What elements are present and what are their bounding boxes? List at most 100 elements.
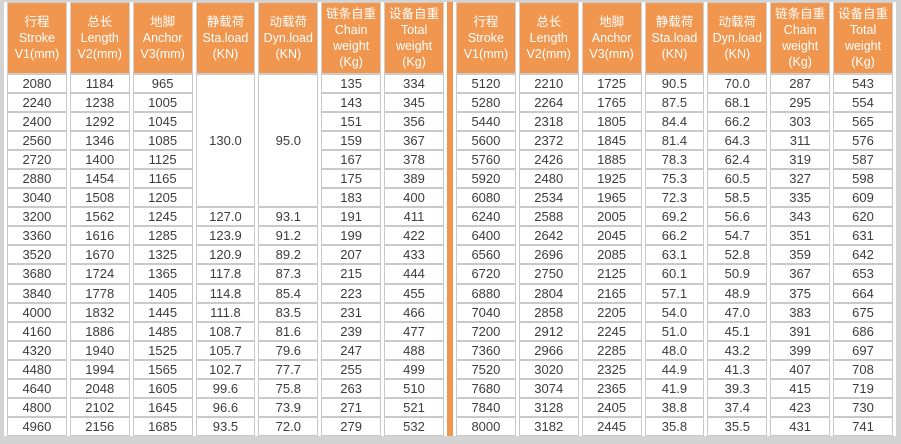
table-cell: 51.0 [644, 321, 705, 341]
table-cell: 56.6 [707, 207, 768, 227]
table-cell: 2165 [581, 283, 642, 303]
table-row: 6080 2534 1965 72.3 58.5 335 609 [456, 188, 893, 208]
table-cell: 105.7 [195, 340, 256, 360]
column-header-unit: V1(mm) [463, 47, 509, 61]
table-cell: 1445 [132, 302, 193, 322]
table-cell: 7840 [456, 397, 516, 417]
table-cell: 675 [833, 302, 893, 322]
table-cell: 741 [833, 416, 893, 436]
table-cell: 444 [384, 264, 444, 284]
column-header-unit: V2(mm) [77, 47, 122, 61]
table-cell: 1562 [69, 207, 130, 227]
table-cell: 2720 [7, 150, 67, 170]
table-cell: 2048 [69, 378, 130, 398]
column-header: 动载荷 Dyn.load (KN) [707, 2, 768, 74]
table-cell: 1832 [69, 302, 130, 322]
table-cell: 1400 [69, 150, 130, 170]
table-cell: 609 [833, 188, 893, 208]
table-cell: 653 [833, 264, 893, 284]
table-cell: 2365 [581, 378, 642, 398]
table-row: 4960 2156 1685 93.5 72.0 279 532 [7, 416, 444, 436]
table-cell: 335 [770, 188, 831, 208]
table-cell: 1405 [132, 283, 193, 303]
table-cell: 532 [384, 416, 444, 436]
table-cell: 87.5 [644, 93, 705, 113]
table-cell: 96.6 [195, 397, 256, 417]
table-cell: 127.0 [195, 207, 256, 227]
table-cell: 1485 [132, 321, 193, 341]
column-header: 链条自重 Chain weight (Kg) [770, 2, 831, 74]
table-cell: 43.2 [707, 340, 768, 360]
table-cell: 207 [321, 245, 382, 265]
table-cell: 1685 [132, 416, 193, 436]
table-cell: 1238 [69, 93, 130, 113]
table-cell: 3182 [518, 416, 579, 436]
column-header-en: Total weight [844, 23, 882, 53]
table-cell: 965 [132, 74, 193, 94]
table-cell: 2912 [518, 321, 579, 341]
column-header-en: Length [80, 31, 119, 45]
table-cell: 356 [384, 112, 444, 132]
table-row: 2080 1184 965 130.0 95.0 135 334 [7, 74, 444, 208]
table-cell: 1616 [69, 226, 130, 246]
table-cell: 50.9 [707, 264, 768, 284]
table-cell: 45.1 [707, 321, 768, 341]
column-header-en: Total weight [395, 23, 433, 53]
table-cell: 2264 [518, 93, 579, 113]
table-cell: 5440 [456, 112, 516, 132]
table-cell: 1994 [69, 359, 130, 379]
table-cell: 3074 [518, 378, 579, 398]
table-cell: 223 [321, 283, 382, 303]
table-cell: 1885 [581, 150, 642, 170]
table-cell: 64.3 [707, 131, 768, 151]
table-cell: 48.9 [707, 283, 768, 303]
table-cell: 2750 [518, 264, 579, 284]
table-cell: 2642 [518, 226, 579, 246]
column-header-zh: 行程 [473, 15, 499, 29]
table-cell: 375 [770, 283, 831, 303]
table-cell: 3128 [518, 397, 579, 417]
table-cell: 1165 [132, 169, 193, 189]
table-cell: 69.2 [644, 207, 705, 227]
table-cell: 6880 [456, 283, 516, 303]
table-cell: 167 [321, 150, 382, 170]
table-cell: 5920 [456, 169, 516, 189]
table-cell: 521 [384, 397, 444, 417]
table-cell: 2085 [581, 245, 642, 265]
table-cell: 499 [384, 359, 444, 379]
table-cell: 697 [833, 340, 893, 360]
table-cell: 84.4 [644, 112, 705, 132]
table-cell: 44.9 [644, 359, 705, 379]
table-row: 5920 2480 1925 75.3 60.5 327 598 [456, 169, 893, 189]
table-cell: 1670 [69, 245, 130, 265]
table-cell: 378 [384, 150, 444, 170]
table-cell: 2966 [518, 340, 579, 360]
table-cell: 719 [833, 378, 893, 398]
table-row: 6400 2642 2045 66.2 54.7 351 631 [456, 226, 893, 246]
table-cell: 75.3 [644, 169, 705, 189]
table-cell: 631 [833, 226, 893, 246]
column-header-zh: 链条自重 [326, 7, 377, 21]
table-cell: 1508 [69, 188, 130, 208]
table-row: 2240 1238 1005 143 345 [7, 93, 444, 113]
table-cell: 263 [321, 378, 382, 398]
column-header-en: Chain weight [333, 23, 370, 53]
table-cell: 77.7 [258, 359, 319, 379]
column-header: 总长 Length V2(mm) [518, 2, 579, 74]
table-cell: 1285 [132, 226, 193, 246]
table-cell: 1940 [69, 340, 130, 360]
table-cell: 2240 [7, 93, 67, 113]
column-header-en: Sta.load [202, 31, 249, 45]
table-cell: 47.0 [707, 302, 768, 322]
table-cell: 60.1 [644, 264, 705, 284]
table-cell: 359 [770, 245, 831, 265]
table-cell: 2880 [7, 169, 67, 189]
table-cell: 231 [321, 302, 382, 322]
table-cell: 35.5 [707, 416, 768, 436]
table-cell: 117.8 [195, 264, 256, 284]
table-cell: 415 [770, 378, 831, 398]
table-cell: 151 [321, 112, 382, 132]
table-cell: 2588 [518, 207, 579, 227]
table-divider [447, 2, 453, 436]
table-row: 5440 2318 1805 84.4 66.2 303 565 [456, 112, 893, 132]
